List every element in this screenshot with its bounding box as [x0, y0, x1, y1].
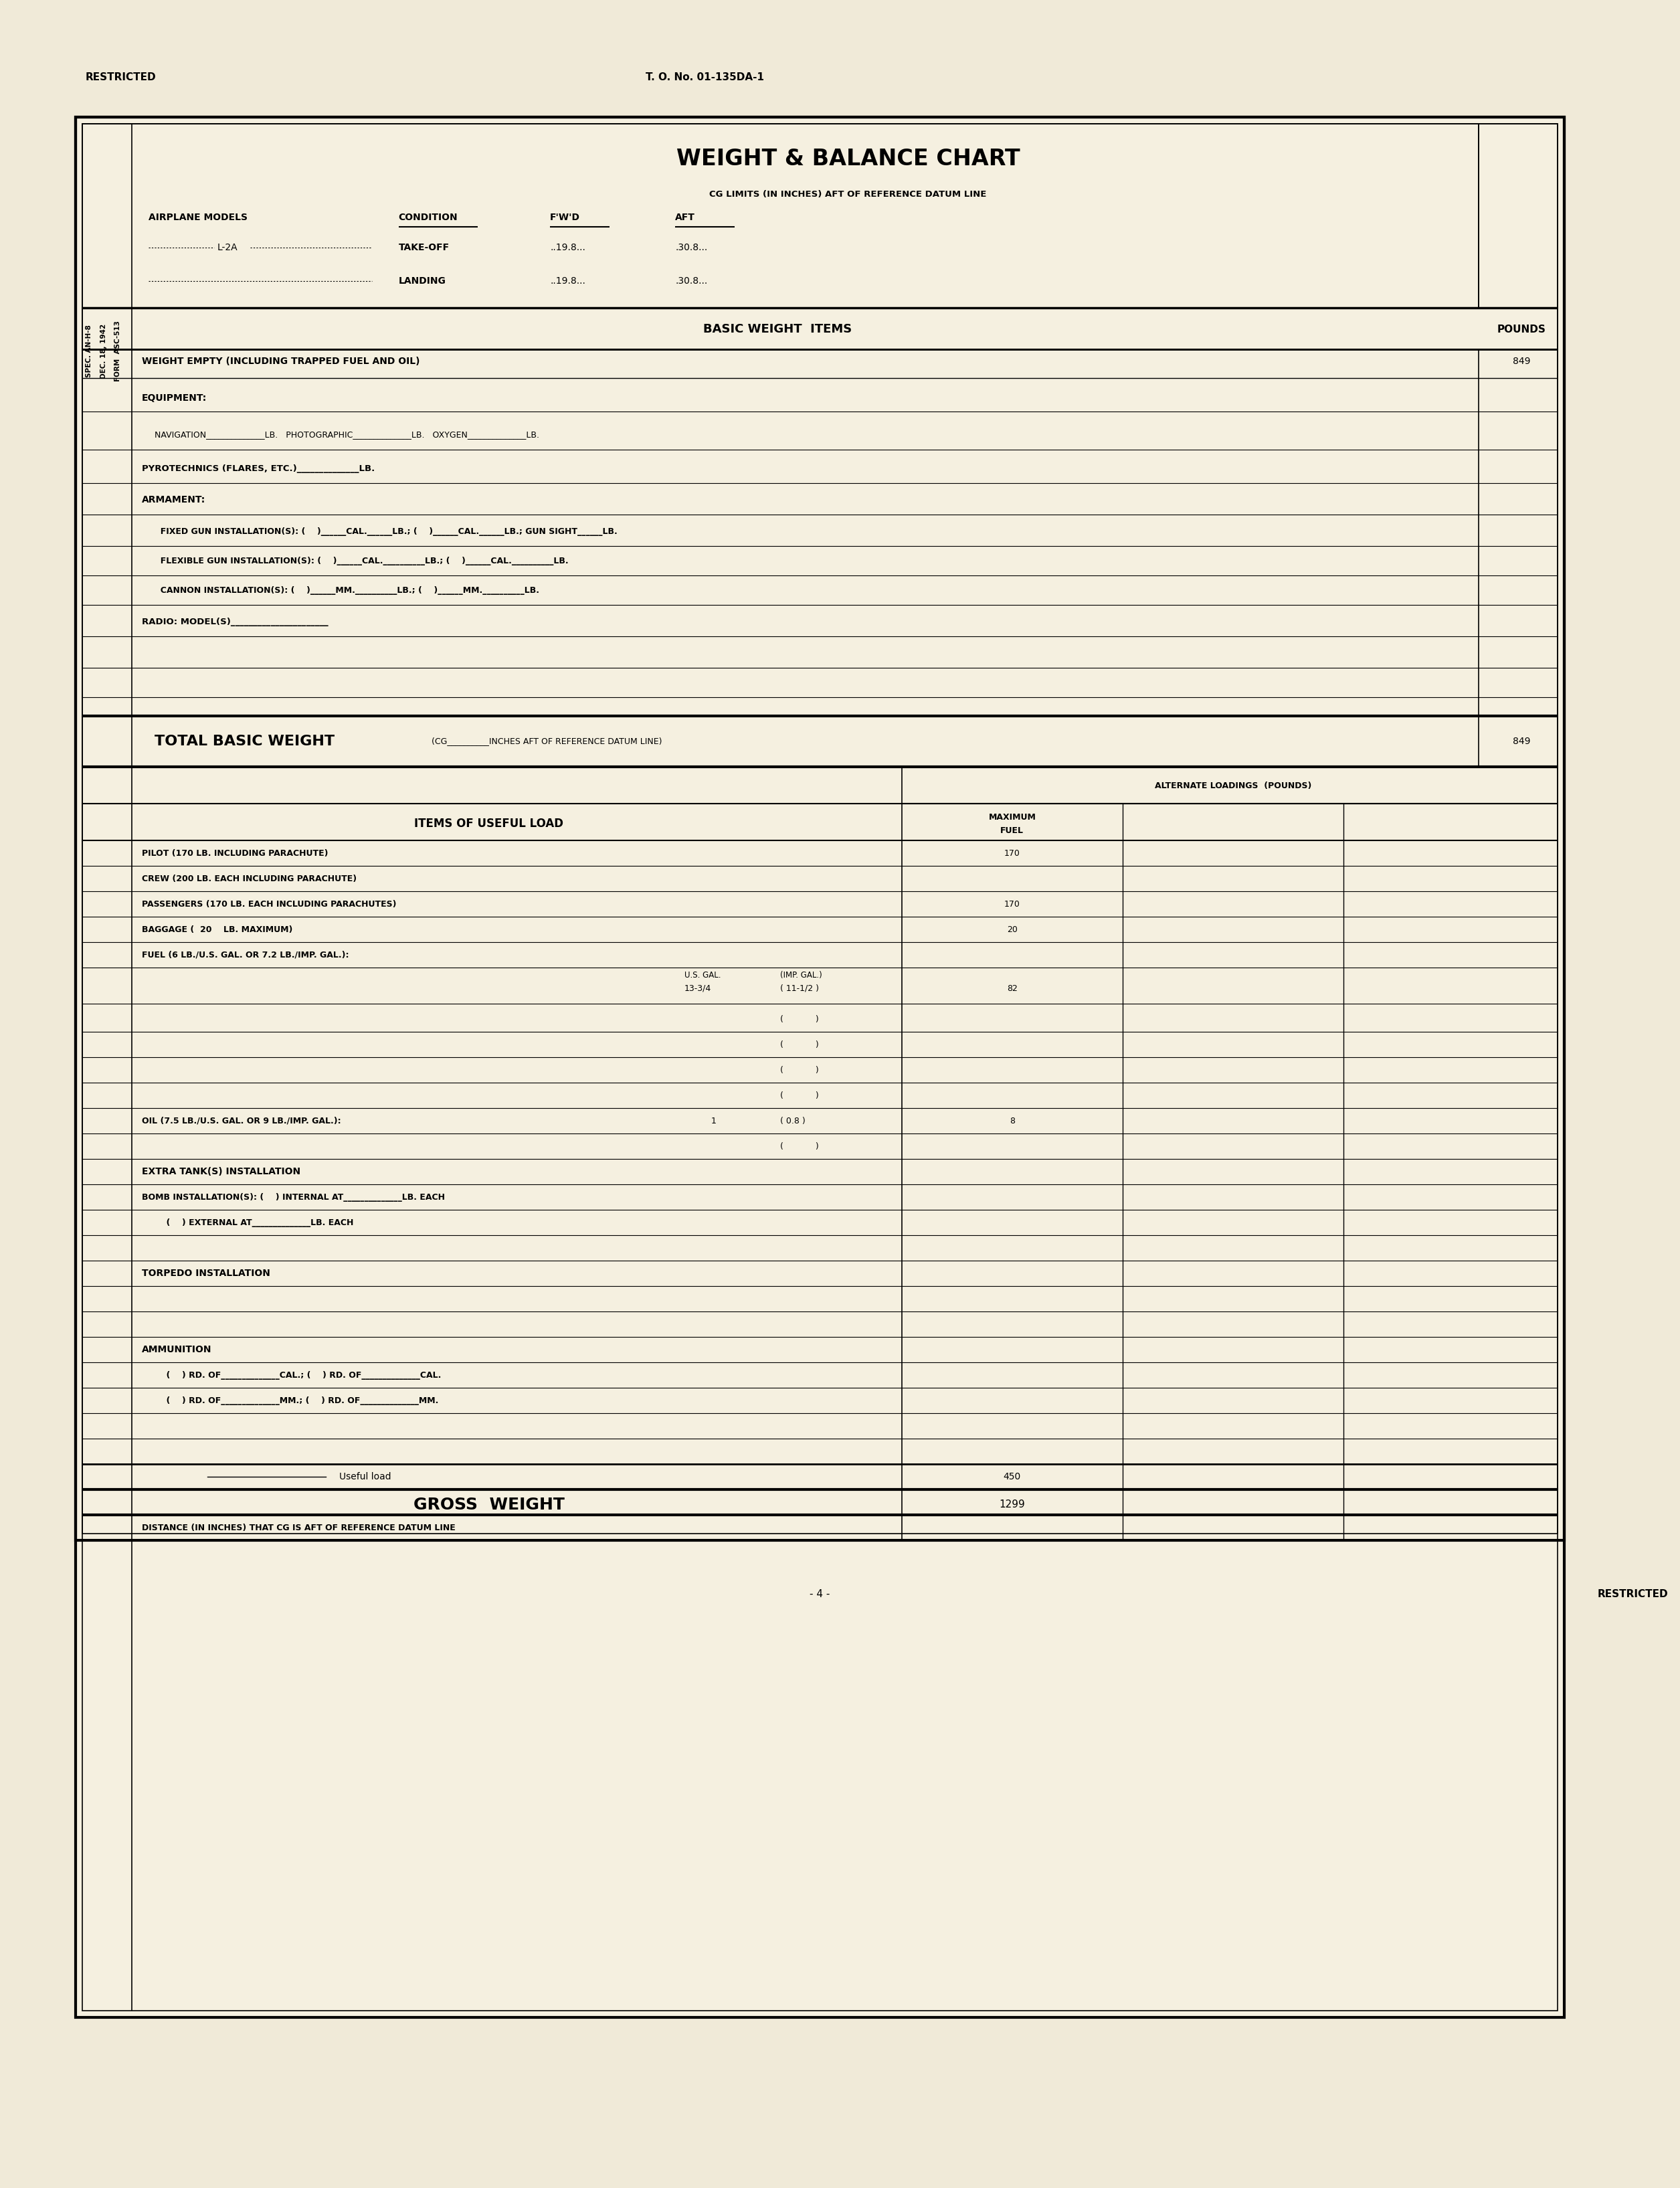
Bar — [76, 118, 1564, 2017]
Text: 8: 8 — [1010, 1116, 1015, 1125]
Text: (    ) RD. OF______________CAL.; (    ) RD. OF______________CAL.: ( ) RD. OF______________CAL.; ( ) RD. OF… — [155, 1370, 442, 1378]
Text: (    ) EXTERNAL AT______________LB. EACH: ( ) EXTERNAL AT______________LB. EACH — [155, 1219, 354, 1227]
Text: CREW (200 LB. EACH INCLUDING PARACHUTE): CREW (200 LB. EACH INCLUDING PARACHUTE) — [141, 875, 356, 884]
Text: WEIGHT & BALANCE CHART: WEIGHT & BALANCE CHART — [677, 147, 1020, 171]
Text: (            ): ( ) — [780, 1142, 818, 1151]
Text: ARMAMENT:: ARMAMENT: — [141, 494, 205, 505]
Text: FIXED GUN INSTALLATION(S): (    )______CAL.______LB.; (    )______CAL.______LB.;: FIXED GUN INSTALLATION(S): ( )______CAL.… — [155, 527, 618, 536]
Text: 13-3/4: 13-3/4 — [684, 985, 711, 993]
Text: ( 0.8 ): ( 0.8 ) — [780, 1116, 805, 1125]
Text: ..19.8...: ..19.8... — [549, 243, 585, 252]
Text: BASIC WEIGHT  ITEMS: BASIC WEIGHT ITEMS — [702, 324, 852, 335]
Text: 170: 170 — [1005, 899, 1020, 908]
Text: ( 11-1/2 ): ( 11-1/2 ) — [780, 985, 818, 993]
Text: OIL (7.5 LB./U.S. GAL. OR 9 LB./IMP. GAL.):: OIL (7.5 LB./U.S. GAL. OR 9 LB./IMP. GAL… — [141, 1116, 341, 1125]
Text: LANDING: LANDING — [398, 276, 445, 287]
Text: TORPEDO INSTALLATION: TORPEDO INSTALLATION — [141, 1269, 270, 1278]
Text: AFT: AFT — [675, 212, 696, 223]
Text: FORM  ASC-513: FORM ASC-513 — [114, 322, 121, 381]
Text: NAVIGATION______________LB.   PHOTOGRAPHIC______________LB.   OXYGEN____________: NAVIGATION______________LB. PHOTOGRAPHIC… — [155, 431, 539, 440]
Text: (IMP. GAL.): (IMP. GAL.) — [780, 971, 822, 980]
Bar — [76, 118, 1564, 1540]
Text: (    ) RD. OF______________MM.; (    ) RD. OF______________MM.: ( ) RD. OF______________MM.; ( ) RD. OF_… — [155, 1396, 438, 1405]
Bar — [76, 118, 1564, 2017]
Text: RADIO: MODEL(S)______________________: RADIO: MODEL(S)______________________ — [141, 617, 328, 626]
Text: ITEMS OF USEFUL LOAD: ITEMS OF USEFUL LOAD — [415, 818, 563, 829]
Text: ..19.8...: ..19.8... — [549, 276, 585, 287]
Text: (CG__________INCHES AFT OF REFERENCE DATUM LINE): (CG__________INCHES AFT OF REFERENCE DAT… — [432, 737, 662, 746]
Text: (            ): ( ) — [780, 1039, 818, 1048]
Text: 20: 20 — [1006, 926, 1018, 934]
Text: AIRPLANE MODELS: AIRPLANE MODELS — [148, 212, 247, 223]
Text: PASSENGERS (170 LB. EACH INCLUDING PARACHUTES): PASSENGERS (170 LB. EACH INCLUDING PARAC… — [141, 899, 396, 908]
Text: 1299: 1299 — [1000, 1499, 1025, 1510]
Text: FUEL (6 LB./U.S. GAL. OR 7.2 LB./IMP. GAL.):: FUEL (6 LB./U.S. GAL. OR 7.2 LB./IMP. GA… — [141, 950, 349, 958]
Text: (            ): ( ) — [780, 1015, 818, 1024]
Text: DISTANCE (IN INCHES) THAT CG IS AFT OF REFERENCE DATUM LINE: DISTANCE (IN INCHES) THAT CG IS AFT OF R… — [141, 1523, 455, 1532]
Text: POUNDS: POUNDS — [1497, 324, 1546, 335]
Text: 849: 849 — [1512, 357, 1530, 365]
Text: AMMUNITION: AMMUNITION — [141, 1346, 212, 1354]
Text: SPEC. AN-H-8: SPEC. AN-H-8 — [86, 326, 92, 379]
Text: EQUIPMENT:: EQUIPMENT: — [141, 394, 207, 403]
Text: 170: 170 — [1005, 849, 1020, 858]
Text: CONDITION: CONDITION — [398, 212, 457, 223]
Text: RESTRICTED: RESTRICTED — [1598, 1588, 1668, 1599]
Text: CANNON INSTALLATION(S): (    )______MM.__________LB.; (    )______MM.__________L: CANNON INSTALLATION(S): ( )______MM.____… — [155, 586, 539, 595]
Text: ALTERNATE LOADINGS  (POUNDS): ALTERNATE LOADINGS (POUNDS) — [1154, 781, 1312, 790]
Text: EXTRA TANK(S) INSTALLATION: EXTRA TANK(S) INSTALLATION — [141, 1166, 301, 1177]
Text: (            ): ( ) — [780, 1092, 818, 1101]
Text: PILOT (170 LB. INCLUDING PARACHUTE): PILOT (170 LB. INCLUDING PARACHUTE) — [141, 849, 328, 858]
Text: PYROTECHNICS (FLARES, ETC.)______________LB.: PYROTECHNICS (FLARES, ETC.)_____________… — [141, 464, 375, 473]
Text: WEIGHT EMPTY (INCLUDING TRAPPED FUEL AND OIL): WEIGHT EMPTY (INCLUDING TRAPPED FUEL AND… — [141, 357, 420, 365]
Text: Useful load: Useful load — [339, 1473, 391, 1481]
Text: (            ): ( ) — [780, 1066, 818, 1074]
Text: FLEXIBLE GUN INSTALLATION(S): (    )______CAL.__________LB.; (    )______CAL.___: FLEXIBLE GUN INSTALLATION(S): ( )______C… — [155, 556, 570, 565]
Text: T. O. No. 01-135DA-1: T. O. No. 01-135DA-1 — [645, 72, 764, 81]
Text: BAGGAGE (  20    LB. MAXIMUM): BAGGAGE ( 20 LB. MAXIMUM) — [141, 926, 292, 934]
Text: CG LIMITS (IN INCHES) AFT OF REFERENCE DATUM LINE: CG LIMITS (IN INCHES) AFT OF REFERENCE D… — [709, 190, 986, 199]
Text: BOMB INSTALLATION(S): (    ) INTERNAL AT______________LB. EACH: BOMB INSTALLATION(S): ( ) INTERNAL AT___… — [141, 1192, 445, 1201]
Text: .30.8...: .30.8... — [675, 276, 707, 287]
Text: TAKE-OFF: TAKE-OFF — [398, 243, 450, 252]
Text: RESTRICTED: RESTRICTED — [86, 72, 156, 81]
Text: .30.8...: .30.8... — [675, 243, 707, 252]
Text: MAXIMUM: MAXIMUM — [988, 812, 1037, 820]
Text: DEC. 18, 1942: DEC. 18, 1942 — [101, 324, 108, 379]
Text: U.S. GAL.: U.S. GAL. — [684, 971, 721, 980]
Text: F'W'D: F'W'D — [549, 212, 580, 223]
Bar — [82, 125, 1557, 1534]
Text: 450: 450 — [1003, 1473, 1021, 1481]
Text: L-2A: L-2A — [217, 243, 239, 252]
Text: TOTAL BASIC WEIGHT: TOTAL BASIC WEIGHT — [155, 735, 334, 748]
Text: GROSS  WEIGHT: GROSS WEIGHT — [413, 1497, 564, 1512]
Text: - 4 -: - 4 - — [810, 1588, 830, 1599]
Text: FUEL: FUEL — [1001, 827, 1023, 834]
Text: 1: 1 — [711, 1116, 716, 1125]
Text: 849: 849 — [1512, 737, 1530, 746]
Bar — [82, 125, 1557, 2011]
Text: 82: 82 — [1006, 985, 1018, 993]
